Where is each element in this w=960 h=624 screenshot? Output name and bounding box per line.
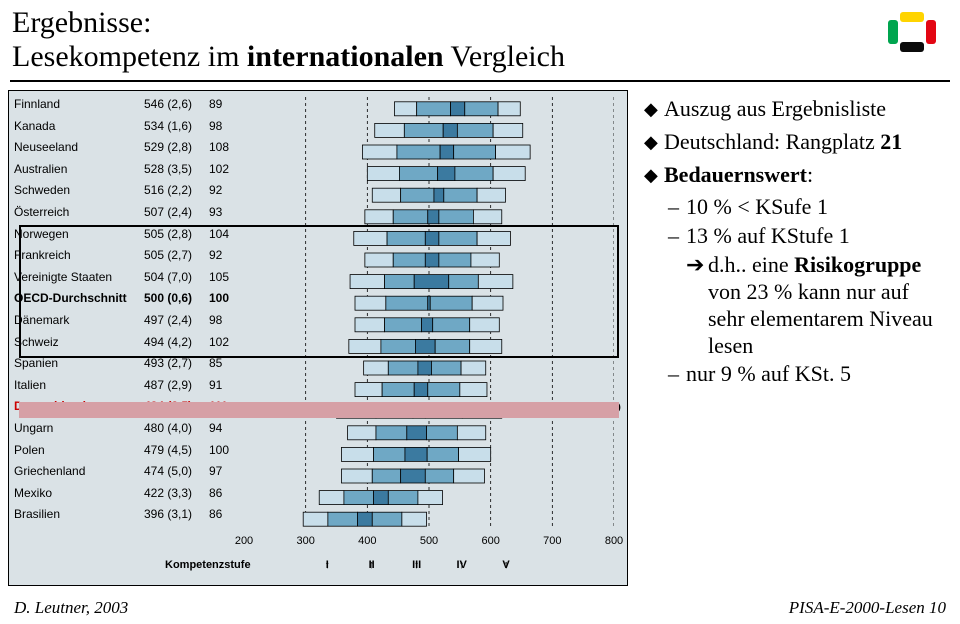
pvar-label: 93: [209, 205, 239, 219]
bullet-marker-icon: ◆: [644, 162, 664, 189]
highlight-box: [19, 225, 619, 359]
score-label: 422 (3,3): [144, 486, 204, 500]
x-tick: 300: [296, 535, 314, 547]
pvar-label: 100: [209, 443, 239, 457]
note-text: Auszug aus Ergebnisliste: [664, 96, 950, 123]
pvar-label: 91: [209, 378, 239, 392]
pvar-label: 97: [209, 464, 239, 478]
x-tick: 500: [420, 535, 438, 547]
competence-level-label: IV: [456, 559, 466, 571]
score-label: 546 (2,6): [144, 97, 204, 111]
score-label: 507 (2,4): [144, 205, 204, 219]
footer-author: D. Leutner, 2003: [14, 598, 128, 618]
x-tick: 600: [481, 535, 499, 547]
pvar-label: 86: [209, 486, 239, 500]
pvar-label: 108: [209, 140, 239, 154]
competence-level-label: II: [369, 559, 375, 571]
country-label: Polen: [14, 443, 144, 457]
dash-icon: –: [668, 223, 686, 250]
notes-panel: ◆Auszug aus Ergebnisliste◆Deutschland: R…: [644, 96, 950, 390]
country-label: Finnland: [14, 97, 144, 111]
country-label: Australien: [14, 162, 144, 176]
dash-icon: –: [668, 194, 686, 221]
title-rule: [10, 80, 950, 82]
germany-highlight-stripe: [19, 402, 619, 418]
footer-page: PISA-E-2000-Lesen 10: [789, 598, 946, 618]
corner-logo-icon: [886, 10, 938, 54]
competence-level-label: I: [326, 559, 329, 571]
score-label: 474 (5,0): [144, 464, 204, 478]
score-label: 529 (2,8): [144, 140, 204, 154]
pvar-label: 85: [209, 356, 239, 370]
note-sub: –nur 9 % auf KSt. 5: [668, 361, 950, 388]
note-bullet: ◆Bedauernswert:: [644, 162, 950, 189]
score-label: 528 (3,5): [144, 162, 204, 176]
note-text: Bedauernswert:: [664, 162, 950, 189]
note-sub-text: d.h.. eine Risikogruppe von 23 % kann nu…: [708, 252, 950, 359]
score-label: 534 (1,6): [144, 119, 204, 133]
note-sub-arrow: ➔d.h.. eine Risikogruppe von 23 % kann n…: [686, 252, 950, 359]
country-label: Griechenland: [14, 464, 144, 478]
competence-level-label: III: [412, 559, 421, 571]
note-bullet: ◆Auszug aus Ergebnisliste: [644, 96, 950, 123]
x-tick: 200: [235, 535, 253, 547]
score-label: 480 (4,0): [144, 421, 204, 435]
note-sub-text: 10 % < KSufe 1: [686, 194, 950, 221]
country-label: Mexiko: [14, 486, 144, 500]
pvar-label: 89: [209, 97, 239, 111]
score-label: 487 (2,9): [144, 378, 204, 392]
country-label: Schweden: [14, 183, 144, 197]
note-text: Deutschland: Rangplatz 21: [664, 129, 950, 156]
country-label: Kanada: [14, 119, 144, 133]
note-bullet: ◆Deutschland: Rangplatz 21: [644, 129, 950, 156]
score-label: 479 (4,5): [144, 443, 204, 457]
score-label: 493 (2,7): [144, 356, 204, 370]
x-tick: 700: [543, 535, 561, 547]
note-sub-text: nur 9 % auf KSt. 5: [686, 361, 950, 388]
note-sub: –13 % auf KStufe 1: [668, 223, 950, 250]
country-label: Brasilien: [14, 507, 144, 521]
note-sub: –10 % < KSufe 1: [668, 194, 950, 221]
bullet-marker-icon: ◆: [644, 96, 664, 123]
pvar-label: 98: [209, 119, 239, 133]
note-sub-text: 13 % auf KStufe 1: [686, 223, 950, 250]
score-label: 516 (2,2): [144, 183, 204, 197]
competence-axis-label: Kompetenzstufe: [165, 559, 251, 571]
country-label: Italien: [14, 378, 144, 392]
bullet-marker-icon: ◆: [644, 129, 664, 156]
dash-icon: –: [668, 361, 686, 388]
arrow-right-icon: ➔: [686, 252, 708, 359]
pvar-label: 94: [209, 421, 239, 435]
title-line-2: Lesekompetenz im internationalen Verglei…: [12, 40, 565, 74]
page-title: Ergebnisse: Lesekompetenz im internation…: [12, 6, 565, 74]
pvar-label: 102: [209, 162, 239, 176]
country-label: Ungarn: [14, 421, 144, 435]
x-tick: 400: [358, 535, 376, 547]
pvar-label: 92: [209, 183, 239, 197]
chart-panel: Finnland546 (2,6) 89 Kanada534 (1,6) 98 Neus…: [8, 90, 628, 586]
country-label: Österreich: [14, 205, 144, 219]
competence-level-label: V: [502, 559, 509, 571]
title-line-1: Ergebnisse:: [12, 6, 565, 40]
x-tick: 800: [605, 535, 623, 547]
score-label: 396 (3,1): [144, 507, 204, 521]
country-label: Spanien: [14, 356, 144, 370]
x-axis: 200300400500600700800↑↑↑↑↑: [244, 535, 614, 575]
pvar-label: 86: [209, 507, 239, 521]
country-label: Neuseeland: [14, 140, 144, 154]
